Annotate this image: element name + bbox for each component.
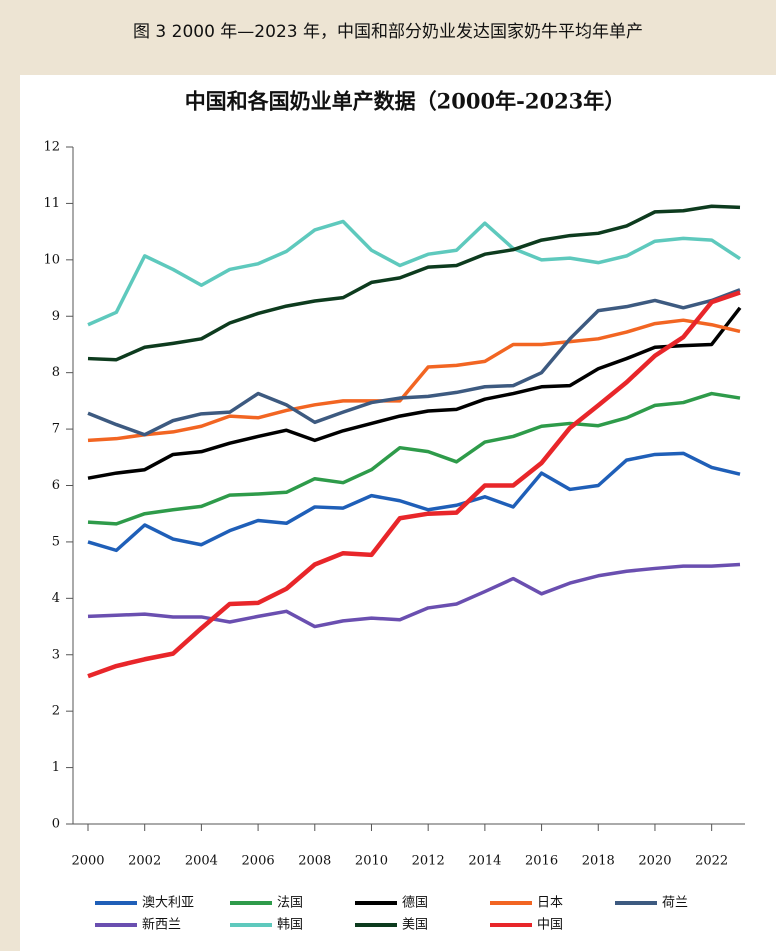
legend-label: 中国: [537, 918, 563, 933]
legend-label: 荷兰: [662, 896, 688, 911]
caption: 图 3 2000 年—2023 年，中国和部分奶业发达国家奶牛平均年单产: [133, 22, 643, 42]
y-tick-label: 7: [52, 422, 60, 437]
y-tick-label: 0: [52, 817, 60, 832]
series-line: [87, 562, 741, 629]
x-tick-label: 2002: [128, 854, 161, 869]
y-tick-label: 9: [52, 309, 60, 324]
chart-title: 中国和各国奶业单产数据（2000年-2023年）: [185, 89, 626, 114]
series-line: [87, 318, 741, 443]
x-tick-label: 2010: [355, 854, 388, 869]
y-tick-label: 2: [52, 704, 60, 719]
series-line: [87, 290, 741, 679]
legend-label: 德国: [402, 896, 428, 911]
x-tick-label: 2018: [582, 854, 615, 869]
x-tick-label: 2006: [242, 854, 275, 869]
y-tick-label: 12: [43, 140, 60, 155]
series-line: [87, 204, 741, 362]
legend-label: 美国: [402, 918, 428, 933]
y-tick-label: 8: [52, 365, 60, 380]
series-line: [87, 391, 741, 526]
y-tick-label: 11: [43, 196, 60, 211]
x-tick-label: 2000: [71, 854, 104, 869]
legend-label: 韩国: [277, 918, 303, 933]
x-tick-label: 2012: [412, 854, 445, 869]
series-line: [87, 306, 742, 480]
y-tick-label: 1: [52, 760, 60, 775]
y-tick-label: 6: [52, 478, 60, 493]
legend-label: 日本: [537, 896, 563, 911]
x-tick-label: 2020: [638, 854, 671, 869]
legend-label: 新西兰: [142, 917, 181, 933]
y-tick-label: 10: [43, 252, 60, 267]
legend-label: 澳大利亚: [142, 895, 194, 911]
x-tick-label: 2016: [525, 854, 558, 869]
chart-panel: [20, 75, 776, 951]
legend-label: 法国: [277, 896, 303, 911]
y-tick-label: 5: [52, 534, 60, 549]
series-line: [87, 451, 741, 553]
x-tick-label: 2004: [185, 854, 218, 869]
x-tick-label: 2008: [298, 854, 331, 869]
x-tick-label: 2022: [695, 854, 728, 869]
y-tick-label: 4: [52, 591, 60, 606]
x-tick-label: 2014: [468, 854, 501, 869]
series-line: [87, 219, 741, 327]
series-line: [87, 288, 741, 437]
y-tick-label: 3: [52, 647, 60, 662]
